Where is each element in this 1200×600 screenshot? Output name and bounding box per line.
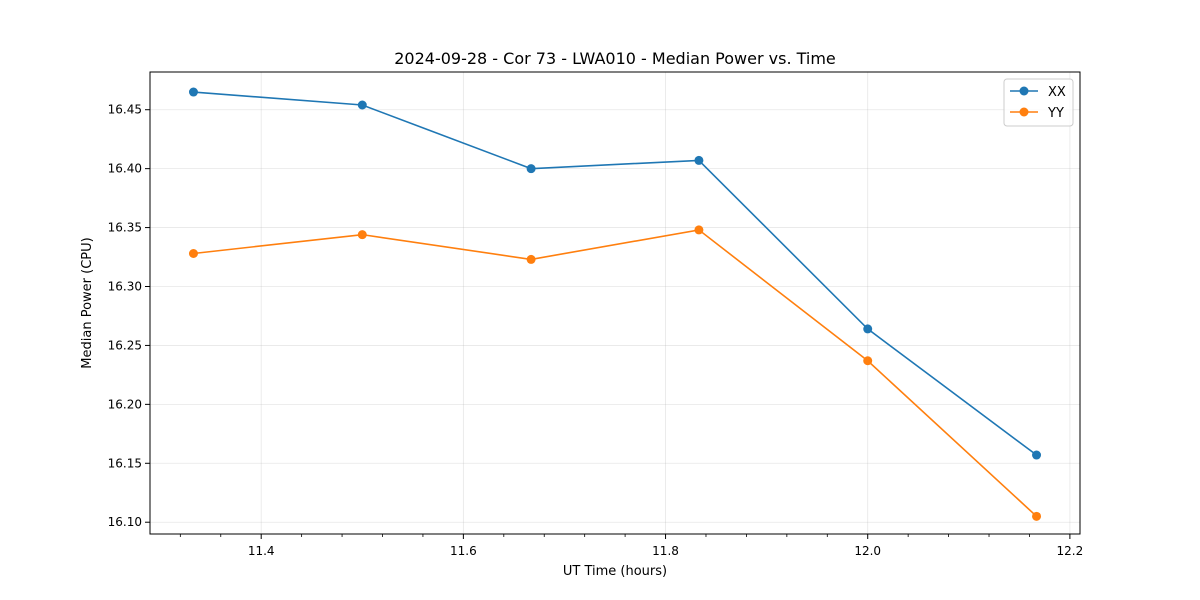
y-tick-label: 16.35 — [108, 221, 142, 235]
plot-frame — [149, 71, 1081, 535]
y-tick-label: 16.40 — [108, 162, 142, 176]
legend-label-yy: YY — [1047, 106, 1064, 121]
x-tick-label: 12.2 — [1057, 544, 1084, 558]
data-point-yy — [863, 356, 873, 366]
legend-marker-xx — [1019, 86, 1029, 96]
data-point-yy — [188, 249, 198, 258]
y-tick-label: 16.45 — [108, 103, 142, 117]
data-point-yy — [1032, 511, 1042, 521]
data-point-xx — [188, 87, 198, 97]
data-point-xx — [1032, 450, 1042, 460]
y-tick-label: 16.25 — [108, 338, 142, 352]
y-tick-label: 16.15 — [108, 456, 142, 470]
series-line-xx — [193, 91, 1038, 456]
data-point-xx — [526, 164, 536, 174]
x-tick-label: 11.4 — [248, 544, 275, 558]
y-tick-label: 16.10 — [108, 515, 142, 529]
x-tick-label: 12.0 — [854, 544, 881, 558]
data-point-yy — [357, 230, 367, 240]
axis-ticks: 11.4 11.6 11.8 12.0 12.2 16.10 16.15 16.20 16.25… — [108, 103, 1084, 558]
y-tick-label: 16.30 — [108, 280, 142, 294]
data-point-yy — [526, 254, 536, 264]
x-axis-label: UT Time (hours) — [563, 564, 667, 579]
x-tick-label: 11.8 — [652, 544, 679, 558]
legend: XX YY — [1003, 78, 1074, 127]
x-tick-label: 11.6 — [450, 544, 477, 558]
data-point-xx — [863, 324, 873, 334]
y-axis-label: Median Power (CPU) — [80, 237, 95, 368]
y-tick-label: 16.20 — [108, 397, 142, 411]
data-point-yy — [694, 225, 704, 235]
legend-label-xx: XX — [1048, 85, 1066, 100]
data-point-xx — [357, 100, 367, 110]
grid — [150, 72, 1080, 534]
data-point-xx — [694, 155, 704, 165]
chart-title: 2024-09-28 - Cor 73 - LWA010 - Median Po… — [394, 49, 836, 68]
legend-marker-yy — [1019, 107, 1029, 117]
series — [188, 87, 1042, 521]
series-line-yy — [193, 229, 1038, 517]
